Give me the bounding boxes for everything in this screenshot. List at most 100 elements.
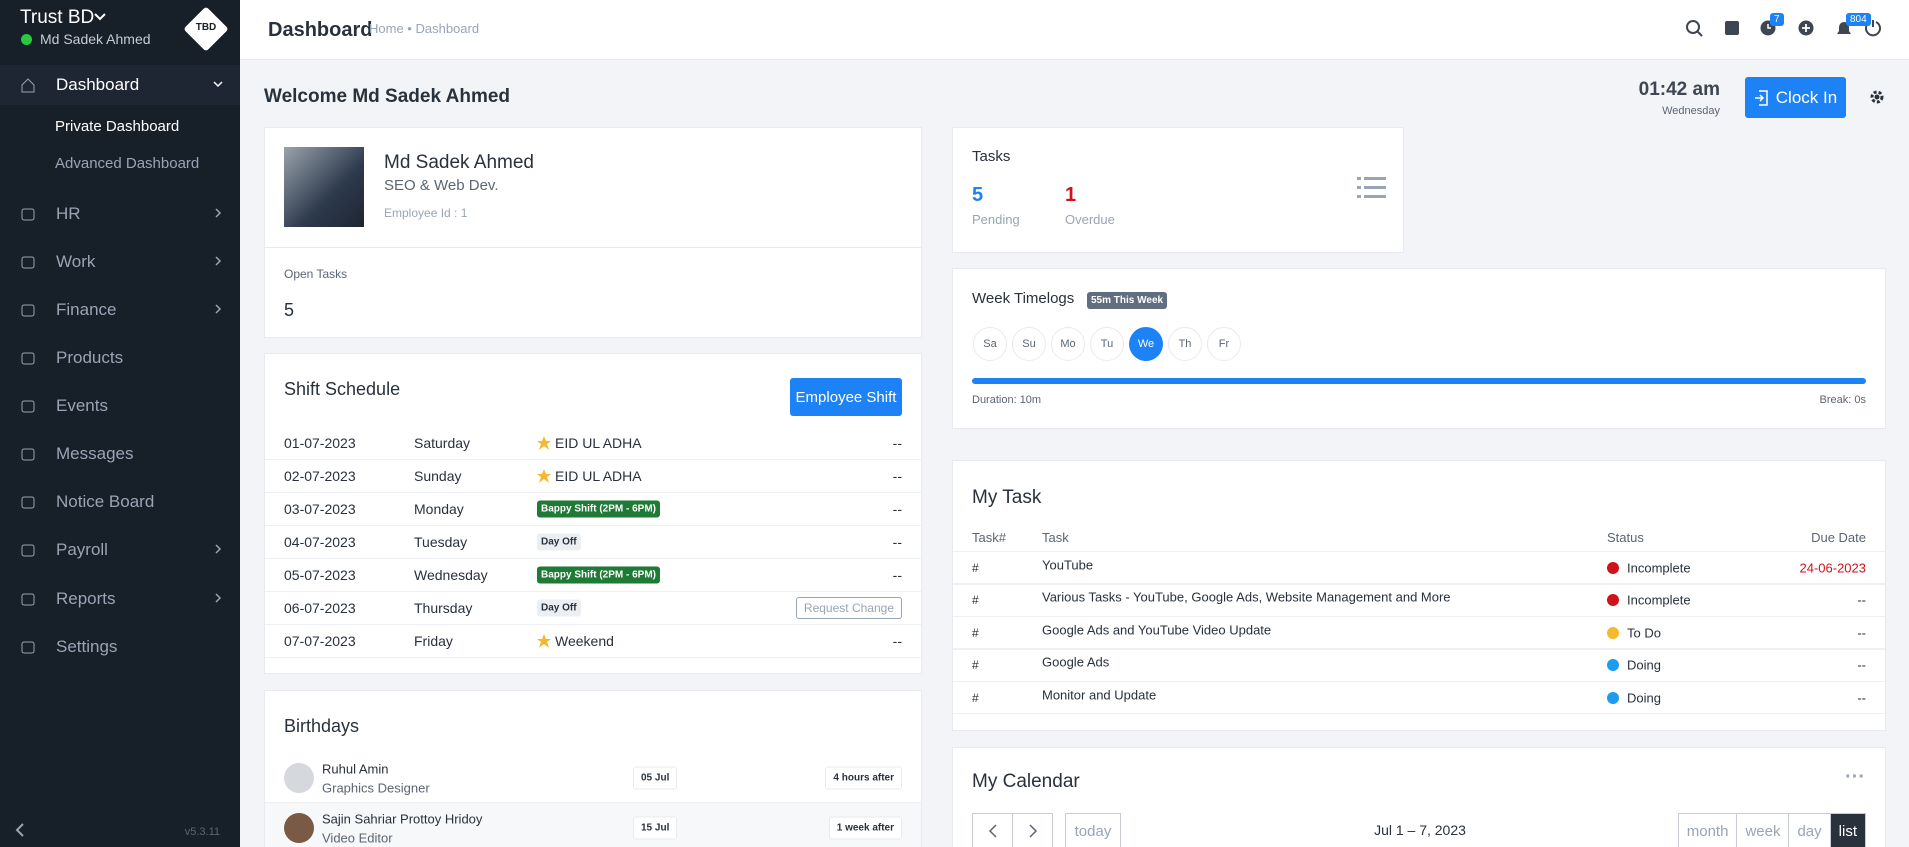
collapse-icon[interactable] <box>14 822 26 838</box>
menu-item[interactable]: Dashboard <box>0 65 240 105</box>
settings-icon[interactable] <box>1869 89 1885 105</box>
status: Doing <box>1627 657 1661 673</box>
overdue-count[interactable]: 1 <box>1065 184 1077 206</box>
logo-text: TBD <box>195 22 217 33</box>
next-button[interactable] <box>1012 813 1053 847</box>
day-circle[interactable]: Tu <box>1090 327 1124 361</box>
prev-button[interactable] <box>972 813 1013 847</box>
task-name[interactable]: Monitor and Update <box>1042 687 1157 702</box>
due-date: 24-06-2023 <box>1799 560 1867 575</box>
day-circle[interactable]: Sa <box>973 327 1007 361</box>
shift-badge: Day Off <box>537 533 581 551</box>
shift-row: 06-07-2023 Thursday Day Off Request Change <box>265 592 921 625</box>
person-role: Video Editor <box>322 830 393 845</box>
menu-label[interactable]: Notice Board <box>56 492 155 511</box>
action: -- <box>892 534 902 550</box>
menu-label[interactable]: Settings <box>56 637 118 656</box>
company-name[interactable]: Trust BD <box>20 7 95 28</box>
today-button[interactable]: today <box>1065 813 1121 847</box>
day-circle[interactable]: Su <box>1012 327 1046 361</box>
overdue-label: Overdue <box>1065 212 1115 227</box>
status: Incomplete <box>1627 560 1691 575</box>
menu-item[interactable]: Products <box>0 338 240 378</box>
task-name[interactable]: Various Tasks - YouTube, Google Ads, Web… <box>1042 589 1451 605</box>
profile-card: Md Sadek Ahmed SEO & Web Dev. Employee I… <box>264 127 922 338</box>
task-name[interactable]: Google Ads <box>1042 654 1110 670</box>
event: Day Off <box>537 533 581 551</box>
menu-label[interactable]: HR <box>56 204 81 223</box>
view-button[interactable]: list <box>1829 813 1866 847</box>
menu-item[interactable]: Messages <box>0 434 240 474</box>
breadcrumb-item[interactable]: Home <box>369 21 404 36</box>
day-circle[interactable]: We <box>1129 327 1163 361</box>
date: 06-07-2023 <box>284 600 356 616</box>
button-label[interactable]: Clock In <box>1775 87 1838 107</box>
status: Incomplete <box>1627 592 1691 608</box>
menu-item[interactable]: Notice Board <box>0 482 240 522</box>
day-circle[interactable]: Th <box>1168 327 1202 361</box>
card-title: Week Timelogs <box>972 290 1075 307</box>
status-dot <box>1607 626 1619 639</box>
day-circle[interactable]: Mo <box>1051 327 1085 361</box>
submenu-item[interactable]: Private Dashboard <box>55 118 180 135</box>
menu-item[interactable]: Payroll <box>0 530 240 570</box>
menu-item[interactable]: Finance <box>0 290 240 330</box>
task-name[interactable]: Google Ads and YouTube Video Update <box>1042 622 1272 637</box>
duration: Duration: 10m <box>972 394 1042 406</box>
menu-label[interactable]: Reports <box>56 589 116 608</box>
weekday: Saturday <box>414 435 471 451</box>
day: Wednesday <box>1662 105 1720 117</box>
event: EID UL ADHA <box>537 468 642 484</box>
shift-row: 05-07-2023 Wednesday Bappy Shift (2PM - 6P… <box>265 559 921 592</box>
menu-label[interactable]: Work <box>56 252 96 271</box>
day-circle[interactable]: Fr <box>1207 327 1241 361</box>
view-button[interactable]: week <box>1736 813 1790 847</box>
card-title: My Calendar <box>972 771 1080 792</box>
shift-row: 04-07-2023 Tuesday Day Off -- <box>265 526 921 559</box>
submenu-item[interactable]: Advanced Dashboard <box>55 155 200 172</box>
employee-shift-button[interactable]: Employee Shift <box>790 378 902 416</box>
task-name[interactable]: YouTube <box>1042 557 1094 572</box>
divider <box>265 247 921 248</box>
event: Bappy Shift (2PM - 6PM) <box>537 500 661 518</box>
menu-icon <box>21 208 35 221</box>
menu-item[interactable]: HR <box>0 194 240 234</box>
menu-item[interactable]: Work <box>0 242 240 282</box>
menu-label[interactable]: Messages <box>56 444 134 463</box>
event: EID UL ADHA <box>537 435 642 451</box>
dropdown-icon[interactable] <box>93 12 107 22</box>
birthday-when: 1 week after <box>828 816 902 839</box>
weekday: Tuesday <box>414 534 468 550</box>
date: 04-07-2023 <box>284 534 356 550</box>
person-name: Ruhul Amin <box>322 761 389 776</box>
menu-label[interactable]: Payroll <box>56 540 108 559</box>
menu-label[interactable]: Events <box>56 396 108 415</box>
card-title: My Task <box>972 487 1042 508</box>
menu-label[interactable]: Dashboard <box>56 75 140 94</box>
clock-in-button[interactable]: Clock In <box>1745 77 1846 118</box>
view-button[interactable]: day <box>1788 813 1831 847</box>
event: Day Off <box>537 599 581 617</box>
pending-count[interactable]: 5 <box>972 184 984 206</box>
column-header: Task <box>1042 530 1069 545</box>
menu-icon <box>21 304 35 317</box>
request-change-button[interactable]: Request Change <box>795 597 902 619</box>
badge: 804 <box>1846 13 1871 26</box>
menu-item[interactable]: Reports <box>0 579 240 619</box>
view-button[interactable]: month <box>1677 813 1738 847</box>
menu-item[interactable]: Events <box>0 386 240 426</box>
event-name: Weekend <box>555 633 614 649</box>
shift-badge: Bappy Shift (2PM - 6PM) <box>537 500 661 518</box>
menu-label[interactable]: Finance <box>56 300 117 319</box>
chevron <box>215 256 222 266</box>
profile-photo <box>284 147 364 227</box>
more-icon[interactable]: ··· <box>1845 766 1865 788</box>
star-icon <box>537 634 551 648</box>
birthday-date: 05 Jul <box>633 766 678 789</box>
event-name: EID UL ADHA <box>555 468 642 484</box>
person-role: Graphics Designer <box>322 780 430 795</box>
menu-label[interactable]: Products <box>56 348 124 367</box>
menu-item[interactable]: Settings <box>0 627 240 667</box>
